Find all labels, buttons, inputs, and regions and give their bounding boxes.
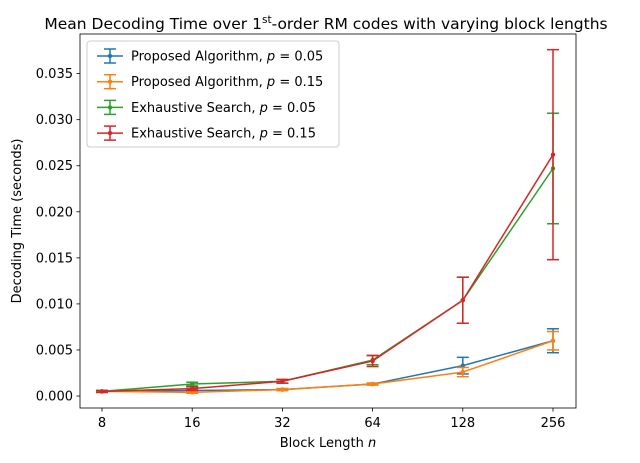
series-2: [96, 330, 559, 395]
x-tick-label: 8: [98, 416, 106, 431]
legend-series-param: p = 0.15: [259, 127, 316, 142]
x-axis: 8 16 32 64 128 256: [98, 408, 566, 431]
x-tick-label: 16: [184, 416, 201, 431]
legend-marker: [107, 53, 113, 59]
legend-param-value: = 0.05: [275, 50, 323, 65]
legend-series-param: p = 0.05: [266, 50, 323, 65]
plot-area: [79, 33, 577, 409]
legend-item-3: Exhaustive Search, p = 0.05: [97, 99, 316, 116]
legend-param-var: p: [259, 101, 268, 116]
data-point: [550, 338, 556, 343]
legend-label: Proposed Algorithm, p = 0.15: [131, 75, 323, 90]
y-tick-label: 0.020: [36, 205, 73, 220]
data-point: [460, 369, 465, 375]
legend-marker: [107, 130, 113, 136]
chart-title: Mean Decoding Time over 1st-order RM cod…: [44, 14, 607, 33]
data-point: [190, 386, 195, 391]
data-point: [99, 389, 105, 394]
legend-label: Exhaustive Search, p = 0.15: [131, 127, 316, 142]
legend-series-name: Exhaustive Search,: [131, 101, 260, 116]
y-tick-label: 0.030: [36, 113, 73, 128]
legend-marker: [107, 105, 113, 110]
series-4: [96, 48, 559, 394]
series-line: [101, 340, 554, 394]
legend-label: Proposed Algorithm, p = 0.05: [131, 50, 323, 65]
legend-item-2: Proposed Algorithm, p = 0.15: [97, 73, 323, 90]
y-tick-label: 0.005: [36, 343, 73, 358]
data-point: [190, 381, 195, 387]
legend-param-var: p: [259, 127, 268, 142]
legend-series-name: Proposed Algorithm,: [131, 75, 267, 90]
y-axis-label: Decoding Time (seconds): [10, 139, 25, 304]
x-tick-label: 64: [364, 416, 381, 431]
legend-item-1: Proposed Algorithm, p = 0.05: [97, 48, 323, 65]
y-tick-label: 0.015: [36, 251, 73, 266]
legend-param-value: = 0.15: [275, 75, 323, 90]
y-tick-label: 0.010: [36, 297, 73, 312]
legend-series-name: Exhaustive Search,: [131, 127, 260, 142]
y-axis: 0.000 0.005 0.010 0.015 0.020 0.025 0.030 0.035: [36, 67, 80, 405]
legend-param-var: p: [266, 50, 275, 65]
legend-label: Exhaustive Search, p = 0.05: [131, 101, 316, 116]
legend-series-param: p = 0.05: [259, 101, 316, 116]
legend-item-4: Exhaustive Search, p = 0.15: [97, 125, 316, 142]
data-point: [370, 358, 375, 364]
series-line: [101, 154, 554, 393]
legend-series-name: Proposed Algorithm,: [131, 50, 267, 65]
legend-marker: [107, 79, 113, 84]
x-tick-label: 128: [450, 416, 475, 431]
x-tick-label: 256: [541, 416, 566, 431]
data-point: [280, 387, 285, 392]
data-point: [550, 152, 556, 157]
data-point: [280, 379, 285, 384]
legend-box: [86, 40, 340, 148]
series-layer: [96, 48, 559, 395]
data-point: [370, 381, 375, 387]
legend-series-param: p = 0.15: [266, 75, 323, 90]
data-point: [460, 298, 465, 303]
legend-param-value: = 0.05: [268, 101, 316, 116]
x-axis-label: Block Length n: [280, 436, 377, 451]
x-tick-label: 32: [274, 416, 291, 431]
y-tick-label: 0.035: [36, 67, 73, 82]
legend-param-value: = 0.15: [268, 127, 316, 142]
y-tick-label: 0.000: [36, 390, 73, 405]
legend-param-var: p: [266, 75, 275, 90]
y-tick-label: 0.025: [36, 159, 73, 174]
